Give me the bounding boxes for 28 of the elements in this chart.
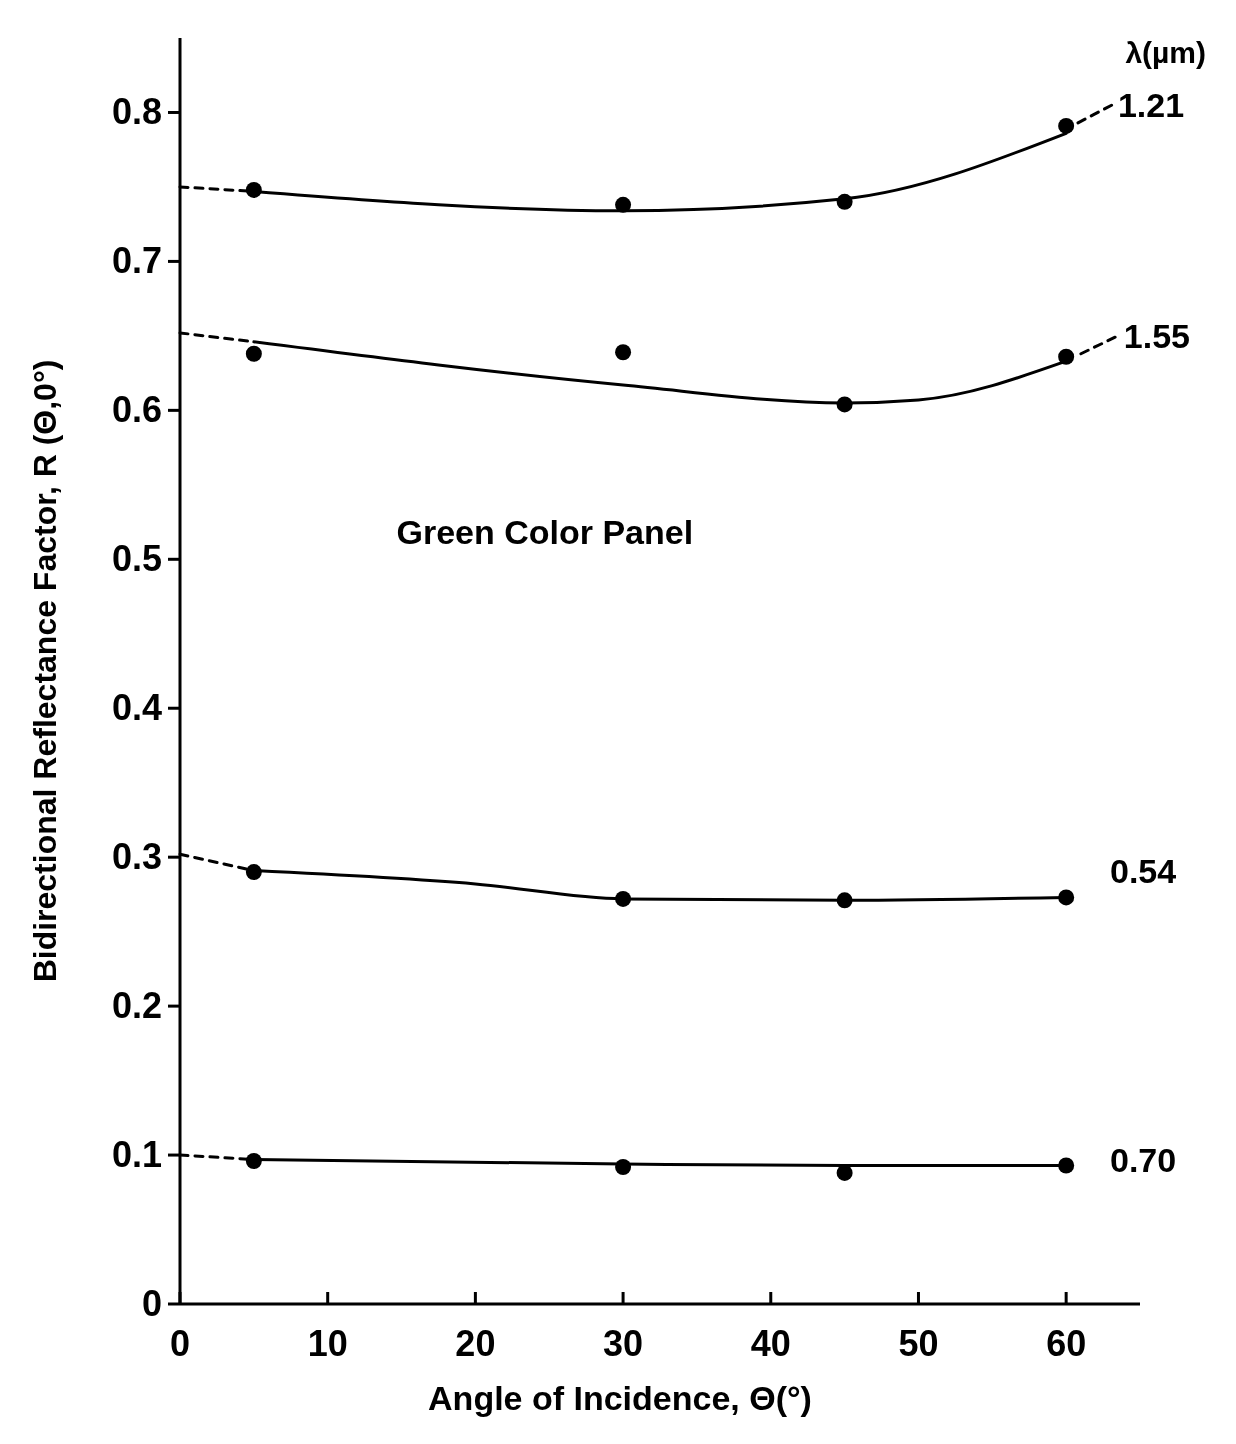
point (1058, 348, 1075, 365)
y-tick-label: 0.7 (111, 240, 162, 282)
x-tick-label: 10 (307, 1323, 348, 1364)
point (615, 344, 632, 361)
y-axis-title: Bidirectional Reflectance Factor, R (Θ,0°) (27, 359, 63, 983)
y-tick-label: 0.8 (111, 91, 162, 133)
y-tick-label: 0 (141, 1283, 162, 1324)
y-tick-label: 0.1 (111, 1134, 162, 1176)
x-tick-label: 60 (1046, 1323, 1087, 1364)
series-label: 1.21 (1117, 86, 1185, 125)
x-tick-label: 0 (169, 1323, 191, 1364)
y-tick-label: 0.4 (111, 687, 162, 729)
annotation: Green Color Panel (396, 513, 694, 552)
point (1058, 117, 1075, 134)
text: 0.54 (1110, 851, 1177, 890)
y-tick-label: 0.3 (111, 836, 162, 878)
y-tick-label: 0.5 (111, 538, 162, 580)
x-tick-label: 30 (603, 1323, 644, 1364)
text: 0.70 (1110, 1140, 1177, 1179)
x-axis-title: Angle of Incidence, Θ(°) (428, 1379, 812, 1417)
point (245, 345, 262, 362)
series-label: 1.55 (1123, 316, 1191, 355)
y-tick-label: 0.2 (111, 985, 162, 1027)
legend-title: λ(µm) (1125, 36, 1206, 69)
y-tick-label: 0.6 (111, 389, 162, 431)
x-tick-label: 40 (750, 1323, 791, 1364)
x-tick-label: 20 (455, 1323, 496, 1364)
x-tick-label: 50 (898, 1323, 939, 1364)
